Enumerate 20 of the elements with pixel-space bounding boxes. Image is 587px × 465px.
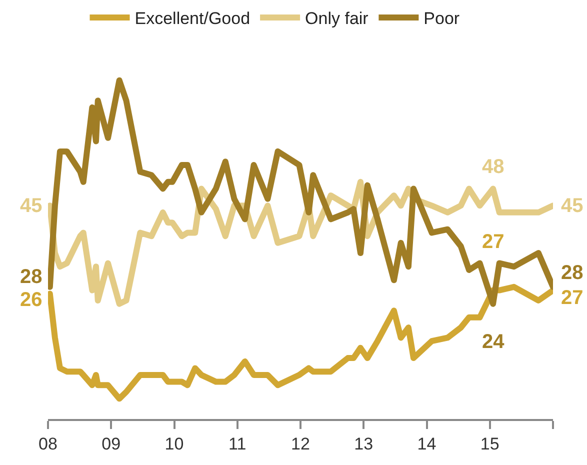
x-tick-label: 08	[38, 434, 58, 454]
x-tick-label: 15	[480, 434, 500, 454]
x-tick-label: 10	[164, 434, 184, 454]
x-tick-label: 13	[354, 434, 374, 454]
annotation: 27	[561, 287, 584, 309]
legend-label: Only fair	[305, 9, 369, 28]
x-tick-label: 12	[291, 434, 310, 454]
annotation: 24	[482, 331, 506, 353]
legend-label: Poor	[424, 9, 460, 28]
x-tick-label: 11	[228, 434, 246, 454]
annotation: 28	[20, 266, 42, 288]
legend-label: Excellent/Good	[134, 9, 250, 28]
annotation: 48	[482, 156, 504, 178]
x-tick-label: 09	[102, 434, 121, 454]
annotation: 26	[20, 289, 42, 311]
annotation: 27	[482, 231, 504, 253]
annotation: 45	[20, 195, 42, 217]
x-tick-label: 14	[417, 434, 436, 454]
annotation: 45	[561, 195, 584, 217]
annotation: 28	[561, 262, 584, 284]
